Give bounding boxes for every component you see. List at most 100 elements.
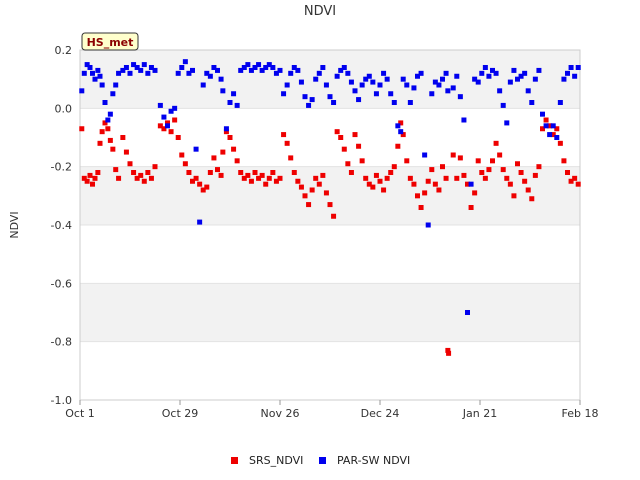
data-point bbox=[429, 167, 435, 173]
data-point bbox=[227, 135, 233, 140]
data-point bbox=[316, 181, 322, 187]
data-point bbox=[436, 187, 442, 193]
data-point bbox=[572, 175, 578, 181]
data-point bbox=[110, 91, 116, 97]
data-point bbox=[227, 100, 233, 105]
data-point bbox=[223, 126, 229, 132]
data-point bbox=[259, 67, 265, 73]
data-point bbox=[425, 222, 431, 228]
data-point bbox=[468, 205, 474, 210]
data-point bbox=[327, 94, 333, 100]
legend-swatch-par-sw bbox=[319, 457, 326, 464]
data-point bbox=[565, 170, 570, 175]
data-point bbox=[145, 170, 151, 175]
data-point bbox=[554, 126, 560, 132]
data-point bbox=[418, 205, 424, 210]
data-point bbox=[234, 102, 240, 108]
data-point bbox=[81, 175, 87, 181]
data-point bbox=[445, 88, 451, 94]
legend-label-srs: SRS_NDVI bbox=[249, 454, 303, 467]
data-point bbox=[81, 70, 87, 76]
data-point bbox=[87, 172, 93, 178]
data-point bbox=[238, 170, 244, 175]
legend-swatch-srs bbox=[231, 457, 238, 464]
data-point bbox=[461, 117, 467, 123]
data-point bbox=[79, 126, 85, 132]
data-point bbox=[323, 190, 329, 196]
data-point bbox=[141, 178, 147, 184]
data-point bbox=[113, 167, 119, 173]
data-point bbox=[391, 164, 397, 170]
data-point bbox=[145, 70, 151, 76]
data-point bbox=[84, 62, 90, 68]
legend-item-par-sw[interactable]: PAR-SW NDVI bbox=[319, 454, 410, 467]
series-layer bbox=[79, 59, 581, 356]
data-point bbox=[384, 76, 390, 82]
data-point bbox=[515, 161, 520, 167]
data-point bbox=[532, 76, 538, 82]
data-point bbox=[445, 347, 451, 353]
y-tick-label: -0.2 bbox=[51, 161, 72, 174]
data-point bbox=[105, 117, 111, 123]
data-point bbox=[482, 65, 488, 70]
data-point bbox=[281, 132, 287, 138]
data-point bbox=[87, 65, 93, 70]
series-par-sw-ndvi bbox=[79, 59, 581, 315]
data-point bbox=[327, 202, 333, 208]
data-point bbox=[186, 70, 192, 76]
data-point bbox=[504, 120, 510, 126]
data-point bbox=[511, 193, 517, 199]
data-point bbox=[179, 152, 185, 158]
data-point bbox=[266, 62, 272, 68]
plot-band bbox=[80, 50, 580, 109]
data-point bbox=[306, 102, 312, 108]
site-tag-label: HS_met bbox=[87, 36, 134, 49]
legend-item-srs[interactable]: SRS_NDVI bbox=[231, 454, 303, 467]
data-point bbox=[248, 67, 254, 73]
data-point bbox=[377, 178, 383, 184]
data-point bbox=[92, 76, 98, 82]
data-point bbox=[291, 65, 297, 70]
data-point bbox=[338, 67, 344, 73]
data-point bbox=[204, 70, 210, 76]
data-point bbox=[138, 67, 144, 73]
data-point bbox=[536, 164, 542, 170]
data-point bbox=[432, 181, 438, 187]
data-point bbox=[234, 158, 240, 164]
data-point bbox=[400, 76, 406, 82]
data-point bbox=[116, 70, 122, 76]
data-point bbox=[468, 181, 474, 187]
data-point bbox=[218, 76, 224, 82]
data-point bbox=[215, 167, 220, 173]
y-tick-label: -0.8 bbox=[51, 336, 72, 349]
data-point bbox=[475, 79, 481, 85]
data-point bbox=[200, 187, 206, 193]
data-point bbox=[220, 149, 226, 155]
x-tick-label: Nov 26 bbox=[261, 407, 300, 420]
data-point bbox=[490, 67, 495, 73]
data-point bbox=[97, 73, 103, 79]
data-point bbox=[348, 79, 354, 85]
data-point bbox=[461, 172, 467, 178]
data-point bbox=[134, 175, 140, 181]
data-point bbox=[215, 67, 220, 73]
data-point bbox=[288, 155, 294, 161]
data-point bbox=[465, 181, 470, 187]
data-point bbox=[84, 178, 90, 184]
data-point bbox=[557, 140, 563, 146]
data-point bbox=[284, 82, 290, 88]
data-point bbox=[384, 175, 390, 181]
site-tag: HS_met bbox=[81, 32, 139, 51]
data-point bbox=[352, 88, 358, 94]
data-point bbox=[175, 70, 181, 76]
data-point bbox=[411, 85, 417, 91]
data-point bbox=[465, 310, 470, 315]
data-point bbox=[298, 79, 304, 85]
data-point bbox=[359, 82, 365, 88]
data-point bbox=[391, 100, 397, 105]
data-point bbox=[522, 70, 528, 76]
data-point bbox=[518, 73, 524, 79]
data-point bbox=[116, 175, 122, 181]
data-point bbox=[518, 170, 524, 175]
data-point bbox=[507, 79, 513, 85]
